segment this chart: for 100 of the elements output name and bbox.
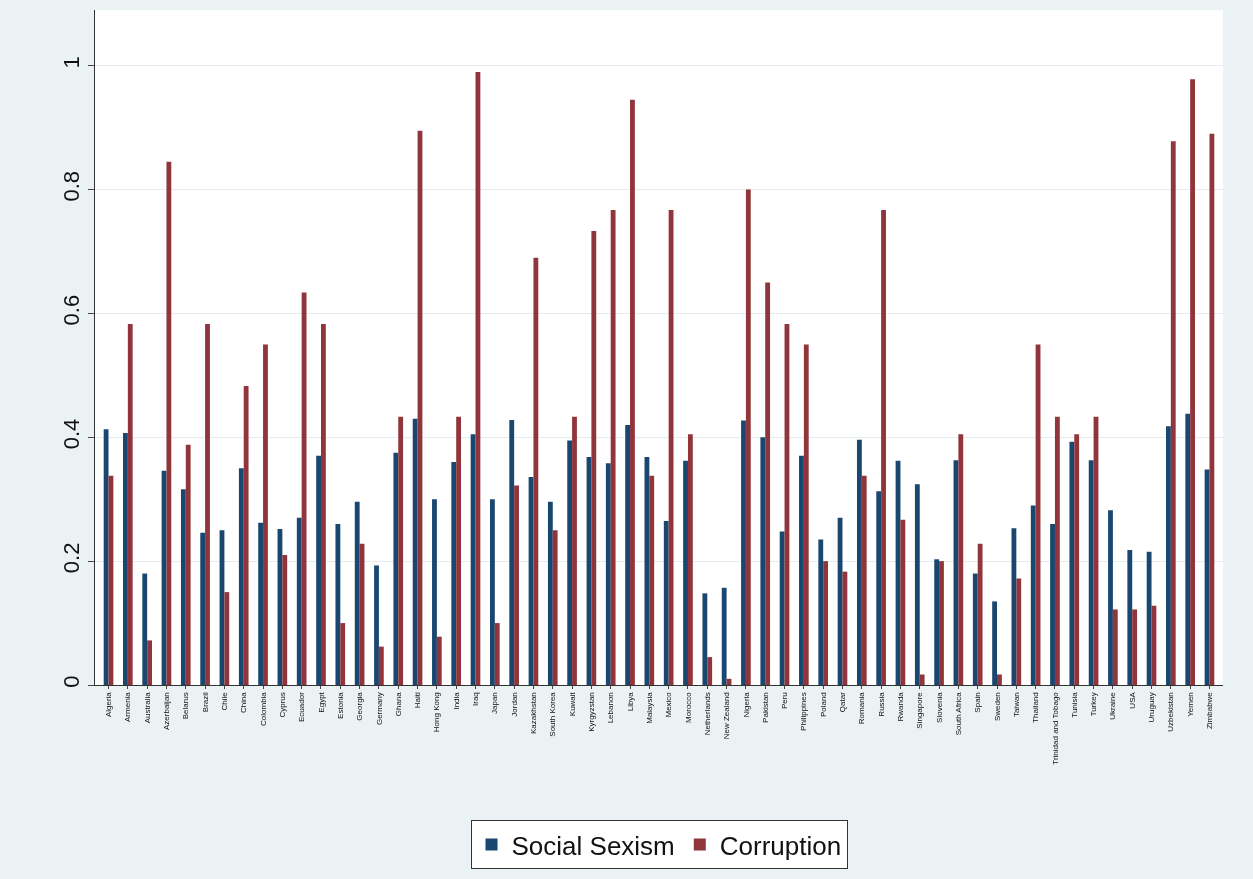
bar — [494, 623, 500, 685]
bar — [663, 520, 669, 685]
bar — [432, 499, 437, 685]
bar — [803, 344, 809, 685]
x-tick-label: Russia — [876, 691, 886, 717]
x-tick-label: China — [239, 691, 249, 714]
bar — [316, 455, 321, 685]
bar — [412, 418, 418, 685]
x-tick-label: Chile — [220, 691, 230, 711]
bar — [393, 452, 399, 685]
bar — [1016, 578, 1022, 685]
x-tick-label: Lebanon — [606, 692, 616, 724]
x-tick-label: Germany — [374, 692, 384, 726]
x-tick-label: Thailand — [1031, 692, 1041, 723]
x-tick-label: Philippines — [799, 692, 809, 731]
y-tick-label: 1 — [59, 56, 85, 69]
bar — [591, 231, 597, 685]
x-tick-label: Cyprus — [277, 692, 287, 718]
x-tick-label: Taiwan — [1011, 692, 1021, 718]
bar — [378, 646, 384, 685]
bar — [1074, 434, 1080, 685]
bar — [702, 593, 708, 685]
bar — [1185, 413, 1191, 685]
y-tick-label: 0 — [59, 675, 85, 688]
bar — [900, 519, 906, 685]
x-tick-label: South Africa — [953, 691, 963, 736]
bar — [1127, 550, 1133, 685]
bar — [547, 501, 553, 685]
x-tick-label: Qatar — [838, 691, 848, 713]
bar — [605, 463, 611, 685]
bar — [625, 424, 631, 685]
x-tick-label: Azerbaijan — [162, 692, 172, 731]
bar — [1050, 523, 1055, 685]
x-tick-label: Kyrgyzstan — [587, 692, 596, 732]
bar — [1166, 426, 1171, 685]
bar — [1170, 141, 1176, 685]
bar — [799, 455, 804, 685]
bar — [123, 432, 128, 685]
bar — [1069, 441, 1075, 685]
x-tick-label: India — [451, 691, 461, 710]
x-tick-label: Poland — [818, 692, 828, 718]
y-tick-label: 0.4 — [59, 418, 85, 450]
x-tick-label: Pakistan — [760, 692, 770, 723]
bar — [514, 485, 519, 685]
bar — [765, 282, 771, 685]
bar — [977, 543, 983, 685]
x-tick-label: Turkey — [1089, 692, 1099, 717]
bar — [1108, 510, 1113, 685]
bar — [451, 462, 457, 685]
bar — [919, 674, 925, 685]
x-tick-label: Tunisia — [1069, 691, 1079, 718]
x-tick-label: Slovenia — [934, 691, 944, 723]
bar — [224, 592, 230, 685]
bar — [934, 559, 940, 685]
x-tick-label: Egypt — [316, 691, 326, 713]
bar — [282, 554, 288, 685]
x-tick-label: Colombia — [258, 691, 268, 726]
x-tick-label: Peru — [780, 692, 790, 710]
bar — [147, 640, 152, 685]
x-tick-label: Hong Kong — [432, 692, 442, 733]
x-tick-label: Ukraine — [1108, 691, 1118, 720]
y-tick-label: 0.2 — [59, 542, 85, 574]
bar — [456, 416, 462, 685]
bar — [296, 517, 302, 685]
x-tick-label: Sweden — [992, 692, 1002, 722]
x-tick-label: Zimbabwe — [1205, 691, 1215, 730]
bar — [335, 523, 341, 685]
x-tick-label: Morocco — [683, 691, 693, 723]
x-tick-label: Romania — [857, 691, 867, 725]
bar — [567, 440, 573, 685]
bar — [939, 561, 944, 685]
bar — [166, 161, 172, 685]
x-tick-label: Libya — [625, 691, 635, 712]
y-tick-label: 0.8 — [59, 170, 85, 202]
bar — [489, 499, 495, 685]
x-tick-label: Haiti — [413, 691, 423, 709]
x-tick-label: Uruguay — [1147, 692, 1157, 723]
bar — [200, 532, 206, 685]
bar — [552, 530, 558, 685]
bar — [572, 416, 577, 685]
bar — [760, 437, 766, 685]
bar — [745, 189, 751, 685]
bar — [687, 434, 693, 685]
bar — [263, 344, 268, 685]
bar — [823, 561, 829, 685]
bar — [610, 210, 616, 685]
bar — [649, 475, 655, 685]
bar — [741, 420, 746, 685]
bar — [881, 210, 886, 685]
y-tick-label: 0.6 — [59, 294, 85, 326]
bar — [436, 636, 442, 685]
bar — [205, 323, 210, 685]
bar — [1190, 79, 1195, 685]
x-tick-label: Ghana — [393, 691, 403, 717]
bar — [779, 531, 785, 685]
x-tick-label: South Korea — [548, 691, 558, 737]
bar — [509, 419, 515, 685]
x-tick-label: Algeria — [104, 691, 114, 718]
x-tick-label: Spain — [973, 692, 983, 713]
bar — [301, 292, 307, 685]
